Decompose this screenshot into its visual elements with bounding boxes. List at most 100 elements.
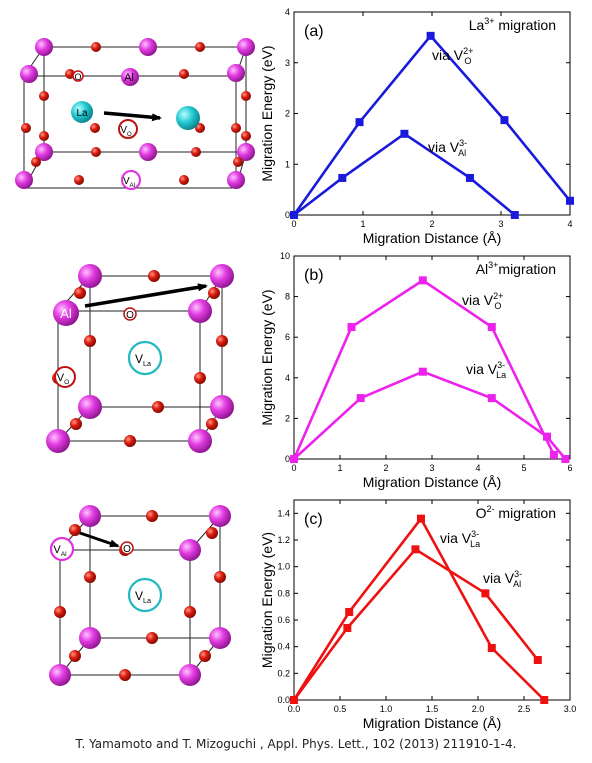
vacancy-ring (127, 340, 163, 376)
al-atom (49, 664, 71, 686)
migration-arrow (79, 531, 120, 548)
o-label: O (123, 544, 131, 555)
y-tick-label: 0.4 (277, 642, 290, 652)
o-atom (206, 527, 218, 539)
data-point (487, 394, 496, 403)
data-point (465, 173, 474, 182)
o-atom (179, 175, 189, 185)
series-line-1 (293, 132, 516, 217)
o-atom (119, 669, 131, 681)
la-atom (71, 101, 93, 123)
vacancy-ring (72, 70, 84, 82)
al-atom (53, 300, 79, 326)
data-point (418, 276, 427, 285)
x-tick-label: 3 (498, 219, 503, 229)
y-tick-label: 1 (285, 159, 290, 169)
o-label: O (74, 72, 81, 82)
al-atom (237, 143, 255, 161)
vacancy-label: VO (57, 372, 69, 386)
al-atom (210, 264, 234, 288)
plot-frame (293, 499, 571, 701)
al-atom (210, 395, 234, 419)
chart-title: La3+ migration (469, 16, 556, 33)
data-point (290, 455, 298, 463)
data-point (481, 589, 490, 598)
y-tick-label: 1.0 (277, 562, 290, 572)
x-tick-label: 1 (337, 463, 342, 473)
o-atom (208, 287, 220, 299)
data-point (566, 196, 574, 205)
crystal-a: La Al O VO VAl (15, 38, 255, 190)
y-tick-label: 4 (285, 373, 290, 383)
y-tick-label: 0 (285, 454, 290, 464)
series-label-1: via V3-Al (483, 569, 522, 589)
y-tick-label: 0.2 (277, 668, 290, 678)
al-atom (209, 627, 231, 649)
crystal-c: VAl O VLa (49, 505, 231, 686)
chart-0: 0 1 2 3 4 0 1 2 3 4 Migration Distance (Å) Migratio… (259, 7, 574, 246)
y-tick-label: 0.0 (277, 695, 290, 705)
o-atom (21, 123, 31, 133)
panel-label: (b) (304, 267, 324, 284)
data-point (500, 116, 509, 125)
x-tick-label: 5 (521, 463, 526, 473)
o-atom (195, 123, 205, 133)
o-atom (231, 123, 241, 133)
data-point (338, 173, 347, 182)
y-tick-label: 4 (285, 7, 290, 17)
vacancy-label: VO (120, 125, 132, 138)
la-label: La (76, 108, 88, 119)
al-atom (79, 627, 101, 649)
vacancy-ring (127, 577, 163, 613)
al-atom (35, 38, 53, 56)
crystal-b: Al O VLa VO (46, 264, 234, 453)
y-tick-label: 2 (285, 413, 290, 423)
o-atom (39, 131, 49, 141)
data-point (487, 644, 496, 652)
vacancy-label: VAl (123, 176, 135, 189)
data-point (418, 367, 427, 376)
al-label: Al (124, 72, 134, 84)
al-atom (20, 65, 38, 83)
series-label-1: via V3-Al (428, 138, 467, 158)
chart-1: 0 1 2 3 4 5 6 0 2 4 6 8 10 Migration Distance (Å) Migr… (259, 251, 573, 490)
vacancy-ring (123, 307, 137, 321)
data-point (540, 696, 549, 704)
vacancy-ring (118, 119, 138, 139)
x-tick-label: 1.0 (380, 704, 393, 714)
o-atom (69, 650, 81, 662)
al-atom (139, 143, 157, 161)
o-atom (74, 175, 84, 185)
o-atom (91, 147, 101, 157)
al-atom (179, 539, 201, 561)
al-label: Al (60, 306, 72, 321)
al-atom (227, 171, 245, 189)
x-tick-label: 0.0 (288, 704, 301, 714)
o-atom (152, 401, 164, 413)
al-atom (78, 395, 102, 419)
o-atom (184, 606, 196, 618)
o-atom (70, 418, 82, 430)
data-point (400, 129, 409, 138)
x-axis-label: Migration Distance (Å) (363, 715, 502, 731)
y-tick-label: 3 (285, 58, 290, 68)
x-tick-label: 0 (291, 219, 296, 229)
o-atom (148, 270, 160, 282)
o-atom (31, 157, 41, 167)
al-atom (188, 429, 212, 453)
panel-label: (a) (304, 23, 324, 40)
data-point (543, 432, 551, 441)
data-point (347, 323, 356, 332)
al-atom (179, 664, 201, 686)
al-atom (15, 171, 33, 189)
x-tick-label: 2 (383, 463, 388, 473)
o-atom (216, 335, 228, 347)
data-point (356, 394, 365, 403)
x-tick-label: 2.0 (472, 704, 485, 714)
migration-arrow (103, 111, 162, 122)
o-atom (206, 418, 218, 430)
series-label-1: via V3-La (466, 360, 506, 380)
o-atom (91, 42, 101, 52)
x-tick-label: 2.5 (518, 704, 531, 714)
